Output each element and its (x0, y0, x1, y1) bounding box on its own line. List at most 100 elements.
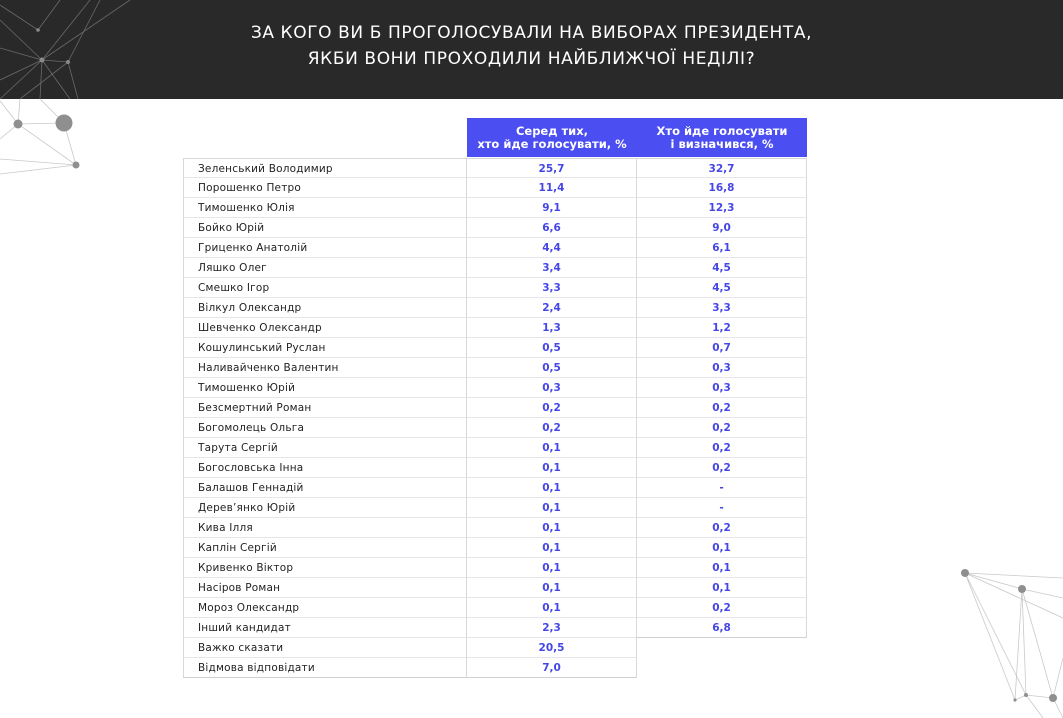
title-line-2: ЯКБИ ВОНИ ПРОХОДИЛИ НАЙБЛИЖЧОЇ НЕДІЛІ? (307, 49, 756, 69)
table-row: Дерев’янко Юрій 0,1- (183, 498, 807, 518)
table-row: Гриценко Анатолій 4,4 6,1 (183, 238, 807, 258)
table-row: Тимошенко Юлія 9,1 12,3 (183, 198, 807, 218)
candidate-name: Кошулинський Руслан (183, 338, 467, 358)
value-decided-voters: 4,5 (637, 278, 807, 298)
value-decided-voters: 0,2 (637, 458, 807, 478)
value-all-voters: 0,1 (467, 518, 637, 538)
value-decided-voters: 1,2 (637, 318, 807, 338)
value-decided-voters: 3,3 (637, 298, 807, 318)
value-all-voters: 0,1 (467, 458, 637, 478)
value-decided-voters: 0,1 (637, 578, 807, 598)
value-all-voters: 0,5 (467, 358, 637, 378)
table-row: Кива Ілля 0,1 0,2 (183, 518, 807, 538)
value-all-voters: 0,1 (467, 538, 637, 558)
table-row: Тимошенко Юрій 0,3 0,3 (183, 378, 807, 398)
candidate-name: Важко сказати (183, 638, 467, 658)
value-decided-voters: 32,7 (637, 158, 807, 178)
title-line-1: ЗА КОГО ВИ Б ПРОГОЛОСУВАЛИ НА ВИБОРАХ ПР… (250, 23, 813, 43)
page-title: ЗА КОГО ВИ Б ПРОГОЛОСУВАЛИ НА ВИБОРАХ ПР… (0, 20, 1063, 72)
network-decoration-left (0, 99, 80, 175)
value-all-voters: 0,1 (467, 578, 637, 598)
network-decoration-top-left (0, 0, 131, 99)
column-header-line-1: Хто йде голосувати (656, 123, 788, 138)
candidate-name: Вілкул Олександр (183, 298, 467, 318)
candidate-name: Кива Ілля (183, 518, 467, 538)
table-row: Тарута Сергій 0,1 0,2 (183, 438, 807, 458)
value-decided-voters: 0,2 (637, 438, 807, 458)
header-banner: ЗА КОГО ВИ Б ПРОГОЛОСУВАЛИ НА ВИБОРАХ ПР… (0, 0, 1063, 99)
candidate-name: Каплін Сергій (183, 538, 467, 558)
value-decided-voters: 6,1 (637, 238, 807, 258)
value-all-voters: 0,1 (467, 558, 637, 578)
table-row: Бойко Юрій 6,6 9,0 (183, 218, 807, 238)
value-all-voters: 0,5 (467, 338, 637, 358)
table-row: Кошулинський Руслан 0,5 0,7 (183, 338, 807, 358)
candidate-name: Тимошенко Юрій (183, 378, 467, 398)
table-row: Богомолець Ольга 0,2 0,2 (183, 418, 807, 438)
candidate-name: Балашов Геннадій (183, 478, 467, 498)
table-row: Наливайченко Валентин 0,5 0,3 (183, 358, 807, 378)
value-all-voters: 1,3 (467, 318, 637, 338)
value-all-voters: 7,0 (467, 658, 637, 678)
value-all-voters: 0,1 (467, 478, 637, 498)
candidate-name: Кривенко Віктор (183, 558, 467, 578)
table-row: Важко сказати 20,5 (183, 638, 807, 658)
value-decided-voters: 16,8 (637, 178, 807, 198)
table-row: Каплін Сергій 0,1 0,1 (183, 538, 807, 558)
candidate-name: Порошенко Петро (183, 178, 467, 198)
value-all-voters: 3,3 (467, 278, 637, 298)
value-all-voters: 4,4 (467, 238, 637, 258)
value-all-voters: 9,1 (467, 198, 637, 218)
column-header-line-2: хто йде голосувати, % (477, 136, 627, 151)
candidate-name: Дерев’янко Юрій (183, 498, 467, 518)
candidate-name: Відмова відповідати (183, 658, 467, 678)
candidate-name: Інший кандидат (183, 618, 467, 638)
value-decided-voters: 0,7 (637, 338, 807, 358)
value-decided-voters: 0,3 (637, 358, 807, 378)
value-decided-voters: 4,5 (637, 258, 807, 278)
value-all-voters: 11,4 (467, 178, 637, 198)
table-row: Відмова відповідати 7,0 (183, 658, 807, 678)
value-decided-voters: 0,1 (637, 558, 807, 578)
column-header-line-1: Серед тих, (515, 123, 589, 138)
candidate-name: Тимошенко Юлія (183, 198, 467, 218)
table-row: Вілкул Олександр 2,4 3,3 (183, 298, 807, 318)
value-decided-voters: 0,2 (637, 598, 807, 618)
value-all-voters: 0,3 (467, 378, 637, 398)
column-header-all-voters: Серед тих, хто йде голосувати, % (467, 118, 637, 157)
candidate-name: Ляшко Олег (183, 258, 467, 278)
candidate-name: Бойко Юрій (183, 218, 467, 238)
value-decided-voters: 0,3 (637, 378, 807, 398)
value-all-voters: 25,7 (467, 158, 637, 178)
value-all-voters: 3,4 (467, 258, 637, 278)
column-header-line-2: і визначився, % (670, 136, 774, 151)
table-row: Смешко Ігор 3,3 4,5 (183, 278, 807, 298)
value-all-voters: 6,6 (467, 218, 637, 238)
value-all-voters: 20,5 (467, 638, 637, 658)
candidate-name: Смешко Ігор (183, 278, 467, 298)
value-all-voters: 0,1 (467, 598, 637, 618)
candidate-name: Безсмертний Роман (183, 398, 467, 418)
candidate-name: Шевченко Олександр (183, 318, 467, 338)
table-row: Шевченко Олександр 1,3 1,2 (183, 318, 807, 338)
candidate-name: Богословська Інна (183, 458, 467, 478)
table-row: Кривенко Віктор 0,1 0,1 (183, 558, 807, 578)
candidate-name: Тарута Сергій (183, 438, 467, 458)
value-decided-voters: - (637, 478, 807, 498)
candidate-name: Наливайченко Валентин (183, 358, 467, 378)
value-decided-voters: 0,2 (637, 518, 807, 538)
value-all-voters: 0,2 (467, 418, 637, 438)
value-all-voters: 2,3 (467, 618, 637, 638)
value-all-voters: 0,2 (467, 398, 637, 418)
value-all-voters: 2,4 (467, 298, 637, 318)
candidate-name: Мороз Олександр (183, 598, 467, 618)
column-header-decided-voters: Хто йде голосувати і визначився, % (637, 118, 807, 157)
value-decided-voters: 0,2 (637, 418, 807, 438)
candidate-name: Богомолець Ольга (183, 418, 467, 438)
candidate-name: Насіров Роман (183, 578, 467, 598)
table-body: Зеленський Володимир 25,7 32,7 Порошенко Пе… (183, 158, 807, 678)
value-all-voters: 0,1 (467, 498, 637, 518)
table-row: Безсмертний Роман 0,2 0,2 (183, 398, 807, 418)
table-row: Інший кандидат 2,3 6,8 (183, 618, 807, 638)
table-row: Зеленський Володимир 25,7 32,7 (183, 158, 807, 178)
